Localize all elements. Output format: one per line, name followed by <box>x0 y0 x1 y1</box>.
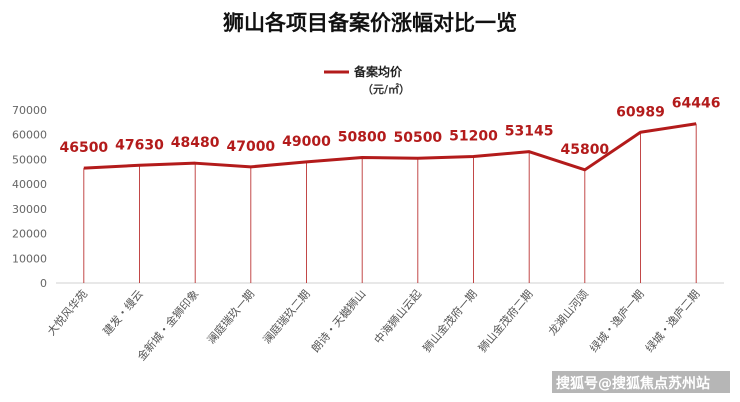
watermark: 搜狐号@搜狐焦点苏州站 <box>556 375 710 392</box>
data-label: 45800 <box>560 142 609 158</box>
data-label: 60989 <box>616 104 665 120</box>
data-label: 47000 <box>226 139 275 155</box>
x-tick-label: 澜庭瑞玖一期 <box>204 287 257 347</box>
data-labels: 46500 47630 48480 47000 49000 50800 50500 51200… <box>59 96 720 158</box>
x-tick-label: 朗诗・天樾狮山 <box>308 287 368 355</box>
x-tick-label: 中海狮山云起 <box>371 287 424 347</box>
drop-lines <box>83 123 697 283</box>
legend-unit: （元/㎡） <box>362 82 410 96</box>
x-tick-label: 龙湖山河颂 <box>546 288 591 338</box>
watermark-background <box>552 371 730 393</box>
chart-title: 狮山各项目备案价涨幅对比一览 <box>223 11 517 35</box>
x-tick-label: 建发・缦云 <box>100 287 146 338</box>
y-tick-label: 0 <box>40 277 47 290</box>
x-tick-label: 大悦风华苑 <box>44 287 90 338</box>
x-tick-label: 澜庭瑞玖二期 <box>260 287 313 347</box>
data-label: 46500 <box>59 140 108 156</box>
x-tick-label: 绿城・逸庐二期 <box>642 287 702 355</box>
data-label: 51200 <box>449 128 498 144</box>
y-tick-label: 70000 <box>12 104 47 117</box>
y-tick-label: 60000 <box>12 129 47 142</box>
x-tick-label: 绿城・逸庐一期 <box>587 287 647 355</box>
y-axis: 0 10000 20000 30000 40000 50000 60000 70000 <box>12 104 47 290</box>
y-tick-label: 50000 <box>12 153 47 166</box>
x-tick-label: 狮山金茂府一期 <box>420 287 480 355</box>
y-tick-label: 10000 <box>12 252 47 265</box>
data-label: 49000 <box>282 134 331 150</box>
x-tick-label: 金新城・金狮印象 <box>134 287 201 363</box>
series-line-备案均价 <box>83 122 697 172</box>
data-label: 64446 <box>672 96 721 112</box>
data-label: 53145 <box>505 124 554 140</box>
data-label: 47630 <box>115 137 164 153</box>
data-label: 50800 <box>338 129 387 145</box>
legend-label: 备案均价 <box>353 64 403 79</box>
series-line-group <box>83 122 697 172</box>
y-tick-label: 30000 <box>12 203 47 216</box>
y-tick-label: 40000 <box>12 178 47 191</box>
y-tick-label: 20000 <box>12 228 47 241</box>
x-tick-label: 狮山金茂府二期 <box>475 287 535 355</box>
data-label: 48480 <box>171 135 220 151</box>
data-label: 50500 <box>393 130 442 146</box>
legend: 备案均价 （元/㎡） <box>324 64 410 96</box>
